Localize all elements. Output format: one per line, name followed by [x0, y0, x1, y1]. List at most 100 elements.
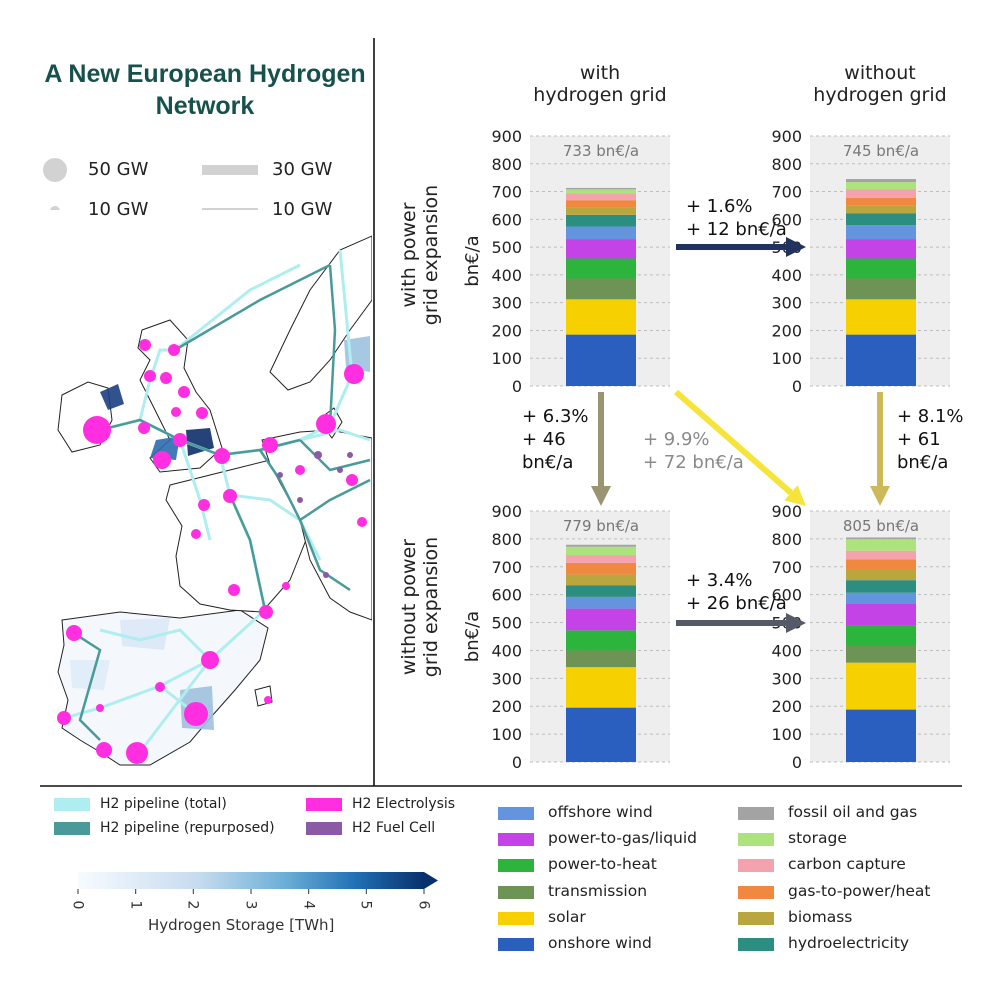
- bar-segment-offshore-wind: [566, 226, 636, 240]
- bar-segment-solar: [566, 299, 636, 335]
- legend-swatch-storage: [738, 833, 774, 847]
- y-tick-label: 500: [491, 238, 522, 257]
- delta-bottom-label: + 3.4% + 26 bn€/a: [686, 570, 787, 614]
- bar-segment-offshore-wind: [846, 592, 916, 604]
- y-tick-label: 500: [491, 614, 522, 633]
- y-tick-label: 400: [771, 641, 802, 660]
- total-cost-label: 779 bn€/a: [563, 517, 639, 535]
- arrow-diagonal: [674, 389, 793, 496]
- bar-segment-storage: [566, 546, 636, 556]
- y-tick-label: 0: [512, 753, 522, 772]
- y-tick-label: 800: [771, 530, 802, 549]
- arrow-bottom-head: [786, 613, 806, 633]
- y-tick-label: 900: [771, 127, 802, 146]
- bar-segment-storage: [566, 189, 636, 194]
- y-tick-label: 0: [792, 753, 802, 772]
- y-tick-label: 400: [771, 266, 802, 285]
- y-axis-label: bn€/a: [462, 611, 483, 662]
- y-tick-label: 600: [491, 586, 522, 605]
- y-tick-label: 900: [491, 502, 522, 521]
- pipe-size-small-label: 10 GW: [272, 199, 333, 220]
- y-tick-label: 300: [491, 669, 522, 688]
- figure-title: A New European Hydrogen Network: [44, 60, 366, 120]
- legend-label: carbon capture: [788, 855, 906, 874]
- node-size-large-symbol: [43, 158, 67, 182]
- arrow-left-head: [591, 486, 611, 506]
- legend-label: offshore wind: [548, 803, 653, 821]
- y-tick-label: 100: [771, 725, 802, 744]
- bar-segment-biomass: [846, 569, 916, 581]
- y-tick-label: 900: [771, 502, 802, 521]
- bar-segment-storage: [846, 182, 916, 190]
- bar-segment-fossil-oil-and-gas: [846, 537, 916, 540]
- bar-segment-hydroelectricity: [846, 213, 916, 226]
- bar-segment-onshore-wind: [846, 709, 916, 762]
- bar-segment-solar: [846, 662, 916, 710]
- y-tick-label: 700: [771, 183, 802, 202]
- legend-label: storage: [788, 829, 847, 848]
- y-tick-label: 400: [491, 266, 522, 285]
- y-tick-label: 200: [491, 697, 522, 716]
- fuel-cell-nodes: [277, 451, 353, 578]
- delta-right-label: + 8.1% + 61 bn€/a: [897, 406, 964, 473]
- bar-segment-solar: [566, 667, 636, 708]
- legend-fuel-cell-label: H2 Fuel Cell: [352, 820, 436, 836]
- bar-segment-power-to-gas-liquid: [566, 239, 636, 259]
- bar-segment-fossil-oil-and-gas: [566, 187, 636, 190]
- bar-segment-fossil-oil-and-gas: [566, 544, 636, 547]
- bar-segment-hydroelectricity: [846, 580, 916, 593]
- y-tick-label: 100: [491, 349, 522, 368]
- legend-label: onshore wind: [548, 934, 652, 952]
- legend-swatch-fossil-oil-and-gas: [738, 807, 774, 820]
- y-tick-label: 700: [491, 183, 522, 202]
- y-tick-label: 600: [491, 210, 522, 229]
- bar-segment-power-to-gas-liquid: [566, 608, 636, 631]
- legend-swatch-carbon-capture: [738, 859, 774, 873]
- legend-electrolysis-label: H2 Electrolysis: [352, 796, 456, 812]
- arrow-right-head: [870, 486, 890, 506]
- bar-segment-onshore-wind: [846, 334, 916, 386]
- delta-top-label: + 1.6% + 12 bn€/a: [686, 196, 787, 240]
- arrow-diagonal-head: [784, 485, 806, 506]
- bar-segment-gas-to-power-heat: [846, 197, 916, 206]
- legend-swatch-biomass: [738, 911, 774, 925]
- legend-label: power-to-heat: [548, 855, 657, 874]
- y-axis-label: bn€/a: [462, 235, 483, 286]
- pipe-size-large-symbol: [202, 165, 258, 175]
- y-tick-label: 700: [491, 558, 522, 577]
- node-size-small-symbol: [50, 206, 60, 210]
- column-header-without-h2-grid: without hydrogen grid: [813, 62, 947, 106]
- legend-pipeline-total-label: H2 pipeline (total): [100, 796, 227, 812]
- legend-pipeline-total-swatch: [54, 798, 90, 811]
- legend-swatch-transmission: [498, 885, 534, 899]
- bar-segment-onshore-wind: [566, 707, 636, 762]
- bar-segment-hydroelectricity: [566, 214, 636, 227]
- legend-label: power-to-gas/liquid: [548, 829, 698, 848]
- bar-segment-power-to-gas-liquid: [846, 239, 916, 259]
- legend-swatch-power-to-gas-liquid: [498, 833, 534, 847]
- bar-segment-gas-to-power-heat: [566, 200, 636, 208]
- bar-segment-power-to-heat: [566, 258, 636, 279]
- y-tick-label: 0: [792, 377, 802, 396]
- node-size-small-label: 10 GW: [88, 199, 149, 220]
- bar-segment-offshore-wind: [566, 596, 636, 609]
- y-tick-label: 300: [771, 669, 802, 688]
- y-tick-label: 800: [771, 155, 802, 174]
- total-cost-label: 733 bn€/a: [563, 142, 639, 160]
- delta-diagonal-label: + 9.9% + 72 bn€/a: [643, 429, 744, 473]
- legend-label: biomass: [788, 907, 853, 926]
- bar-segment-carbon-capture: [566, 193, 636, 201]
- arrow-top-head: [786, 237, 806, 257]
- y-tick-label: 200: [771, 697, 802, 716]
- bar-segment-power-to-gas-liquid: [846, 603, 916, 626]
- pipe-size-small-symbol: [202, 208, 258, 210]
- legend-swatch-gas-to-power-heat: [738, 885, 774, 899]
- legend-swatch-offshore-wind: [498, 807, 534, 820]
- colorbar-label: Hydrogen Storage [TWh]: [148, 916, 335, 934]
- column-header-with-h2-grid: with hydrogen grid: [533, 62, 667, 106]
- y-tick-label: 200: [491, 321, 522, 340]
- y-tick-label: 100: [491, 725, 522, 744]
- bar-segment-transmission: [846, 278, 916, 300]
